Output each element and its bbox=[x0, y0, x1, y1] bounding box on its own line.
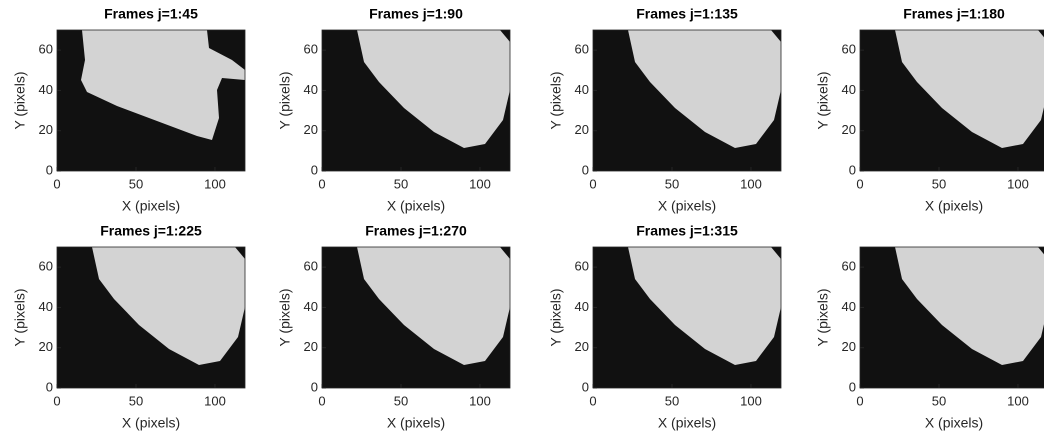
y-tick-label: 20 bbox=[39, 339, 53, 354]
x-tick-label: 50 bbox=[394, 176, 408, 191]
subplot-title: Frames j=1:180 bbox=[903, 6, 1005, 22]
x-axis-label: X (pixels) bbox=[387, 198, 445, 214]
x-tick-label: 100 bbox=[204, 393, 226, 408]
x-axis-label: X (pixels) bbox=[658, 198, 716, 214]
y-axis-label: Y (pixels) bbox=[277, 71, 293, 129]
y-tick-label: 0 bbox=[46, 379, 53, 394]
y-tick-label: 40 bbox=[304, 299, 318, 314]
y-axis-label: Y (pixels) bbox=[277, 288, 293, 346]
x-tick-label: 100 bbox=[204, 176, 226, 191]
x-axis-label: X (pixels) bbox=[387, 415, 445, 431]
y-tick-label: 60 bbox=[39, 42, 53, 57]
y-tick-label: 40 bbox=[575, 82, 589, 97]
x-tick-label: 50 bbox=[129, 393, 143, 408]
x-tick-label: 50 bbox=[665, 393, 679, 408]
axes-box bbox=[859, 29, 1044, 172]
x-tick-label: 50 bbox=[932, 393, 946, 408]
axes-box bbox=[592, 246, 782, 389]
x-axis-label: X (pixels) bbox=[658, 415, 716, 431]
y-tick-label: 60 bbox=[575, 42, 589, 57]
y-tick-label: 0 bbox=[582, 162, 589, 177]
subplot-title: Frames j=1:225 bbox=[100, 223, 202, 239]
y-tick-label: 20 bbox=[304, 122, 318, 137]
axes-box bbox=[859, 246, 1044, 389]
y-tick-label: 20 bbox=[304, 339, 318, 354]
subplot-title: Frames j=1:315 bbox=[636, 223, 738, 239]
x-tick-label: 50 bbox=[394, 393, 408, 408]
x-tick-label: 100 bbox=[1007, 176, 1029, 191]
y-tick-label: 0 bbox=[582, 379, 589, 394]
y-tick-label: 40 bbox=[39, 82, 53, 97]
y-tick-label: 20 bbox=[842, 122, 856, 137]
subplot-title: Frames j=1:90 bbox=[369, 6, 463, 22]
y-tick-label: 0 bbox=[46, 162, 53, 177]
x-tick-label: 0 bbox=[856, 393, 863, 408]
y-tick-label: 40 bbox=[842, 82, 856, 97]
y-tick-label: 0 bbox=[311, 162, 318, 177]
subplot: 0 50 100 0 20 40 60 X (pixels) Y (pixels) bbox=[815, 246, 1044, 431]
subplot-title: Frames j=1:135 bbox=[636, 6, 738, 22]
subplot-title: Frames j=1:45 bbox=[104, 6, 198, 22]
x-tick-label: 100 bbox=[740, 176, 762, 191]
y-tick-label: 0 bbox=[311, 379, 318, 394]
y-tick-label: 60 bbox=[575, 259, 589, 274]
x-tick-label: 0 bbox=[318, 393, 325, 408]
x-tick-label: 50 bbox=[665, 176, 679, 191]
subplot: 0 50 100 0 20 40 60 X (pixels) Y (pixels) Frames … bbox=[548, 6, 782, 214]
x-tick-label: 0 bbox=[589, 176, 596, 191]
y-tick-label: 60 bbox=[842, 259, 856, 274]
y-axis-label: Y (pixels) bbox=[815, 288, 831, 346]
y-tick-label: 40 bbox=[39, 299, 53, 314]
y-tick-label: 40 bbox=[842, 299, 856, 314]
y-axis-label: Y (pixels) bbox=[548, 288, 564, 346]
x-tick-label: 0 bbox=[53, 176, 60, 191]
axes-box bbox=[321, 29, 511, 172]
subplot: 0 50 100 0 20 40 60 X (pixels) Y (pixels) Frames … bbox=[12, 6, 246, 214]
y-axis-label: Y (pixels) bbox=[12, 288, 28, 346]
x-axis-label: X (pixels) bbox=[925, 198, 983, 214]
x-tick-label: 100 bbox=[1007, 393, 1029, 408]
y-tick-label: 20 bbox=[39, 122, 53, 137]
subplot: 0 50 100 0 20 40 60 X (pixels) Y (pixels) Frames … bbox=[277, 6, 511, 214]
y-tick-label: 0 bbox=[849, 379, 856, 394]
y-tick-label: 40 bbox=[304, 82, 318, 97]
subplot: 0 50 100 0 20 40 60 X (pixels) Y (pixels) Frames … bbox=[548, 223, 782, 431]
x-tick-label: 100 bbox=[469, 393, 491, 408]
subplot-title: Frames j=1:270 bbox=[365, 223, 467, 239]
axes-box bbox=[592, 29, 782, 172]
x-tick-label: 50 bbox=[129, 176, 143, 191]
subplot: 0 50 100 0 20 40 60 X (pixels) Y (pixels) Frames … bbox=[815, 6, 1044, 214]
x-tick-label: 0 bbox=[53, 393, 60, 408]
y-axis-label: Y (pixels) bbox=[548, 71, 564, 129]
x-tick-label: 0 bbox=[589, 393, 596, 408]
x-axis-label: X (pixels) bbox=[122, 198, 180, 214]
y-axis-label: Y (pixels) bbox=[12, 71, 28, 129]
y-tick-label: 60 bbox=[842, 42, 856, 57]
y-tick-label: 60 bbox=[304, 259, 318, 274]
x-tick-label: 0 bbox=[856, 176, 863, 191]
y-tick-label: 20 bbox=[575, 339, 589, 354]
y-tick-label: 0 bbox=[849, 162, 856, 177]
x-axis-label: X (pixels) bbox=[122, 415, 180, 431]
axes-box bbox=[56, 246, 246, 389]
x-tick-label: 50 bbox=[932, 176, 946, 191]
x-tick-label: 100 bbox=[740, 393, 762, 408]
y-tick-label: 60 bbox=[39, 259, 53, 274]
x-axis-label: X (pixels) bbox=[925, 415, 983, 431]
y-axis-label: Y (pixels) bbox=[815, 71, 831, 129]
axes-box bbox=[56, 29, 246, 172]
y-tick-label: 40 bbox=[575, 299, 589, 314]
y-tick-label: 20 bbox=[575, 122, 589, 137]
x-tick-label: 100 bbox=[469, 176, 491, 191]
y-tick-label: 60 bbox=[304, 42, 318, 57]
axes-box bbox=[321, 246, 511, 389]
subplot: 0 50 100 0 20 40 60 X (pixels) Y (pixels) Frames … bbox=[12, 223, 246, 431]
y-tick-label: 20 bbox=[842, 339, 856, 354]
subplot: 0 50 100 0 20 40 60 X (pixels) Y (pixels) Frames … bbox=[277, 223, 511, 431]
x-tick-label: 0 bbox=[318, 176, 325, 191]
